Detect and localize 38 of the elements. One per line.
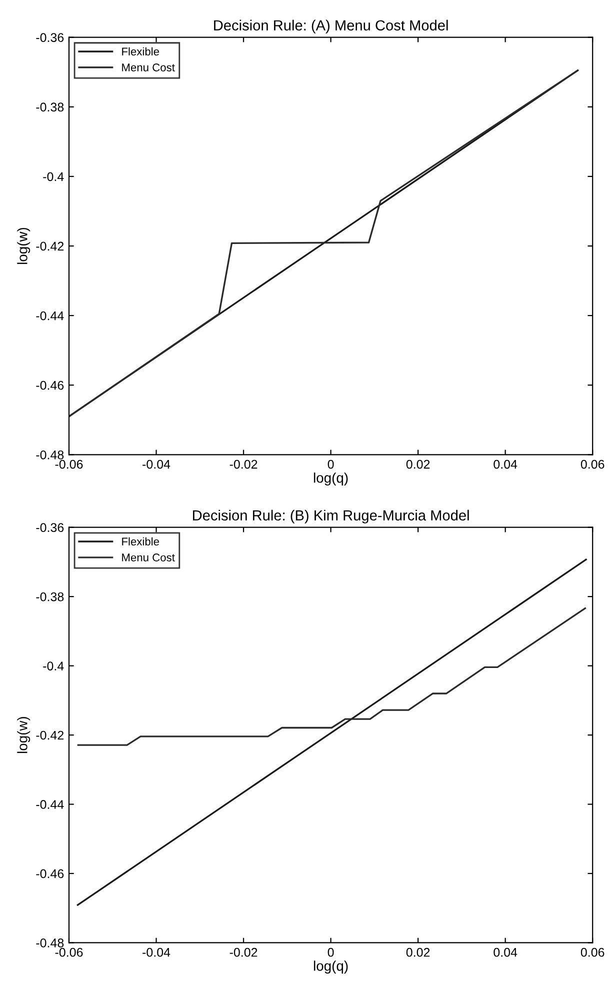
y-tick-label: -0.46 <box>36 380 64 390</box>
y-tick-label: -0.42 <box>36 730 64 740</box>
x-tick-label: 0.04 <box>494 460 518 469</box>
x-tick-label: -0.02 <box>230 460 258 469</box>
legend-label: Flexible <box>122 47 160 56</box>
x-axis-title: log(q) <box>314 960 348 974</box>
x-tick-label: 0 <box>328 948 334 957</box>
y-tick-label: -0.38 <box>36 102 64 112</box>
x-tick-label: -0.02 <box>230 948 258 957</box>
y-tick-label: -0.44 <box>36 800 64 809</box>
y-tick-label: -0.46 <box>36 869 64 878</box>
y-tick-label: -0.38 <box>36 592 64 602</box>
x-tick-label: 0.06 <box>580 460 604 469</box>
y-tick-label: -0.4 <box>43 172 64 182</box>
y-axis-title: log(w) <box>17 716 30 753</box>
chart-title: Decision Rule: (A) Menu Cost Model <box>214 20 448 34</box>
y-tick-label: -0.4 <box>43 662 64 670</box>
y-tick-label: -0.36 <box>36 523 64 532</box>
legend-label: Menu Cost <box>122 554 175 562</box>
x-tick-label: -0.06 <box>55 460 83 469</box>
x-tick-label: 0.06 <box>580 948 604 957</box>
x-tick-label: 0 <box>328 460 334 469</box>
legend-label: Menu Cost <box>122 64 175 72</box>
x-tick-label: -0.06 <box>55 948 83 957</box>
y-tick-label: -0.42 <box>36 242 64 251</box>
x-tick-label: -0.04 <box>142 460 170 469</box>
x-axis-title: log(q) <box>314 472 348 486</box>
legend-label: Flexible <box>122 537 160 546</box>
x-tick-label: 0.02 <box>406 948 430 957</box>
y-tick-label: -0.36 <box>36 33 64 42</box>
chart-title: Decision Rule: (B) Kim Ruge-Murcia Model <box>193 510 469 524</box>
x-tick-label: 0.04 <box>494 948 518 957</box>
x-tick-label: -0.04 <box>142 948 170 957</box>
y-tick-label: -0.48 <box>36 450 64 460</box>
y-tick-label: -0.48 <box>36 938 64 948</box>
y-tick-label: -0.44 <box>36 311 64 320</box>
y-axis-title: log(w) <box>17 228 30 264</box>
x-tick-label: 0.02 <box>406 460 430 469</box>
